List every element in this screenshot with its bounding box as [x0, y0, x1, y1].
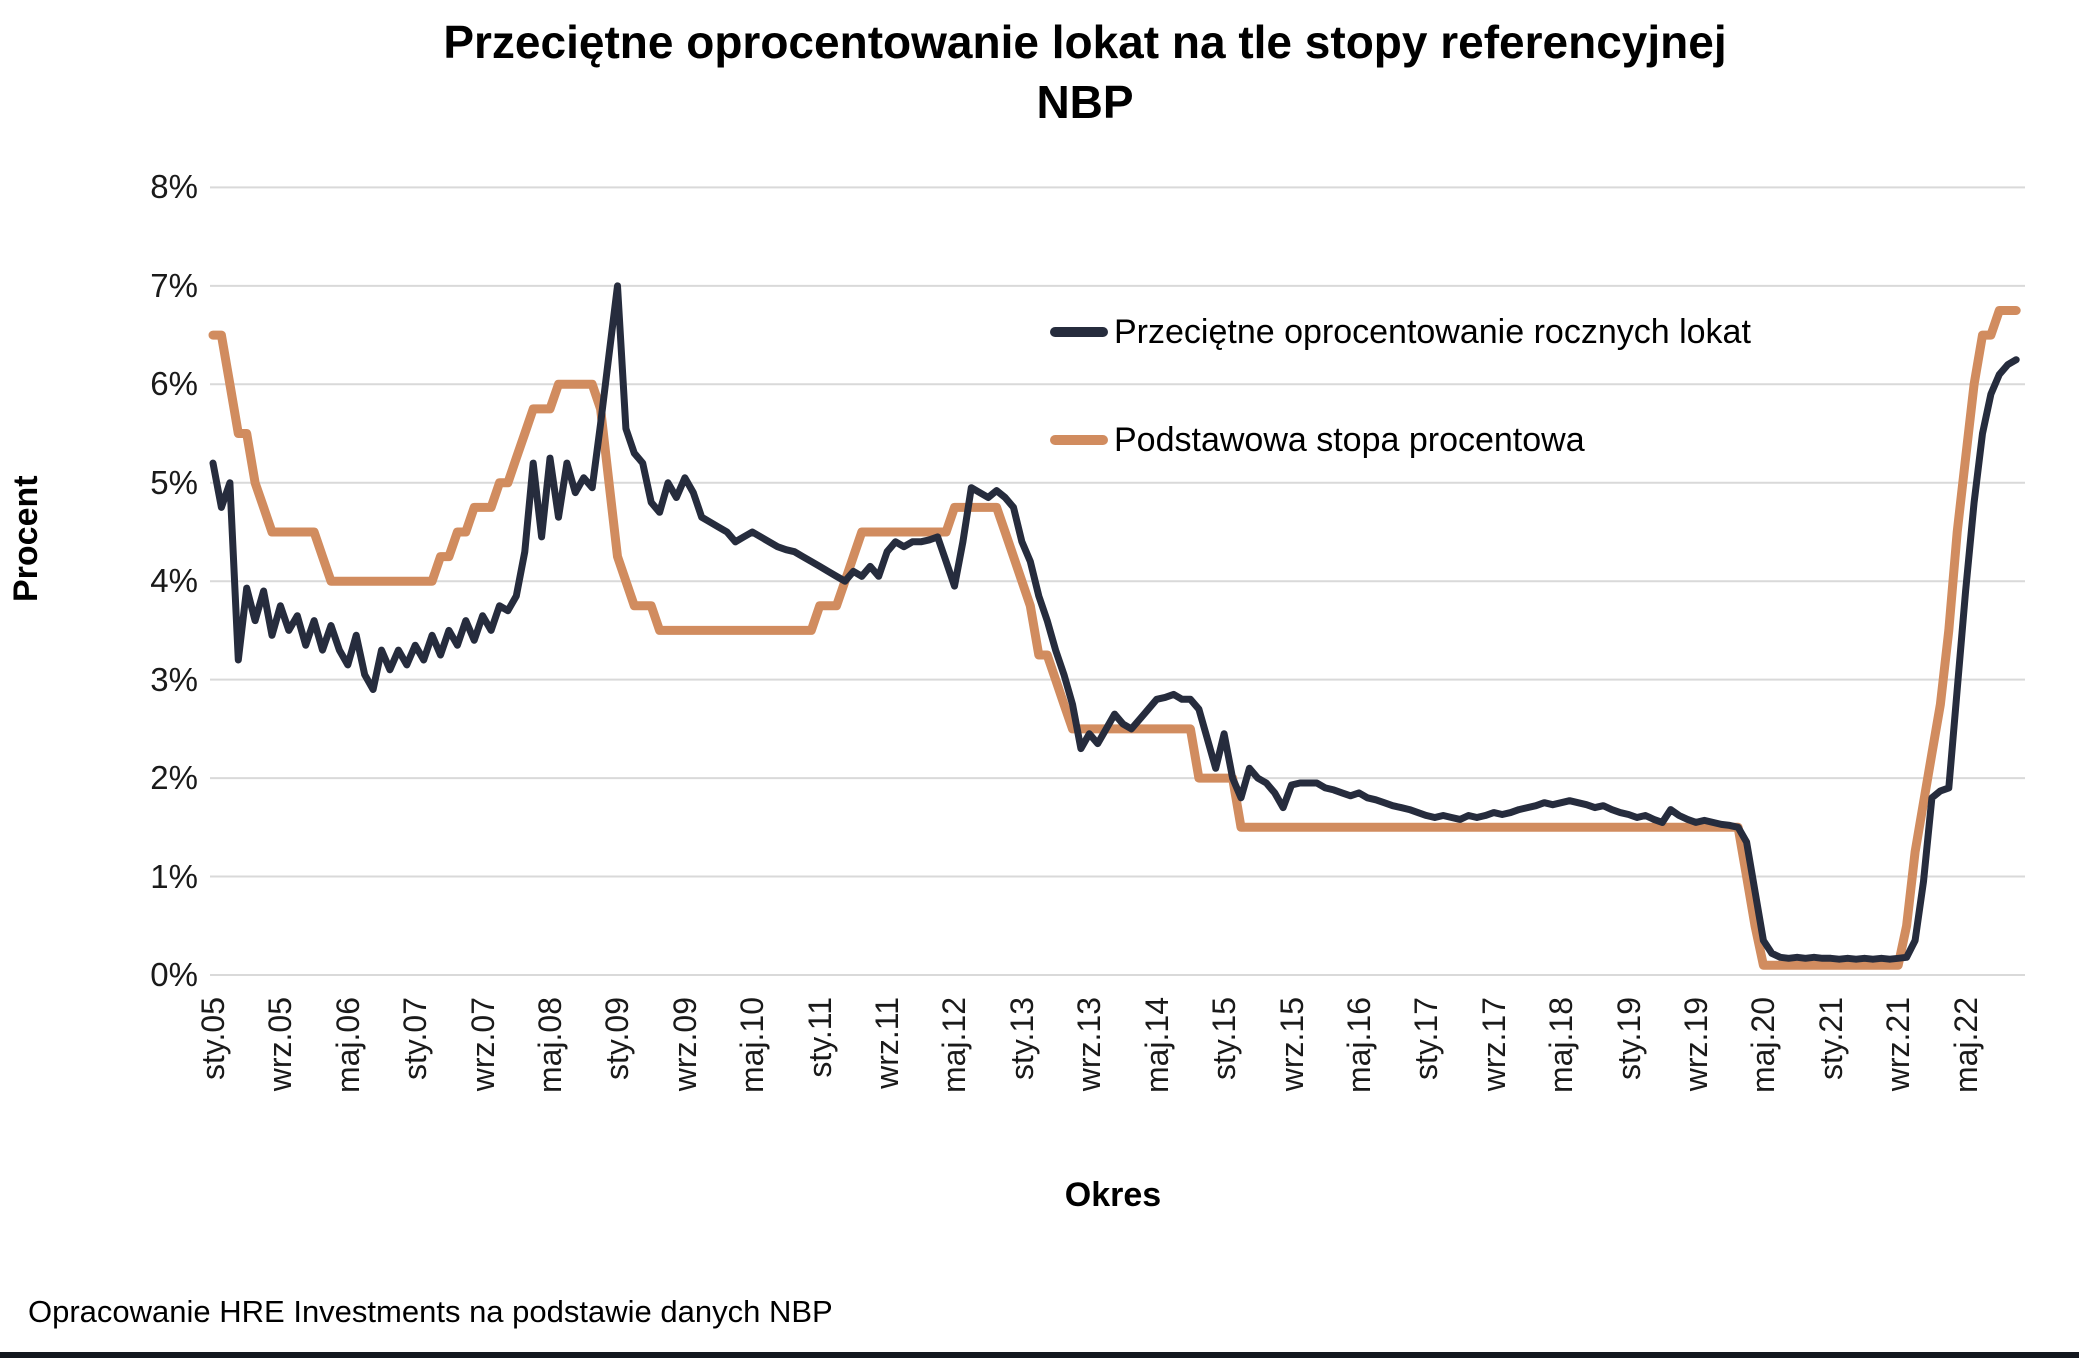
x-tick-sty.09: sty.09	[599, 997, 636, 1080]
reference-rate-line	[208, 306, 2021, 970]
x-tick-maj.12: maj.12	[936, 997, 973, 1094]
x-tick-wrz.15: wrz.15	[1273, 997, 1310, 1092]
x-tick-maj.10: maj.10	[734, 997, 771, 1094]
x-tick-maj.14: maj.14	[1138, 997, 1175, 1094]
bottom-divider	[0, 1352, 2079, 1358]
chart-title-line2: NBP	[1036, 76, 1134, 128]
x-tick-maj.20: maj.20	[1745, 997, 1782, 1094]
x-tick-sty.07: sty.07	[397, 997, 434, 1080]
legend-item-deposits: Przeciętne oprocentowanie rocznych lokat	[1050, 300, 1751, 364]
x-tick-maj.08: maj.08	[532, 997, 569, 1094]
legend-label-deposits: Przeciętne oprocentowanie rocznych lokat	[1114, 312, 1751, 351]
legend-item-reference-rate: Podstawowa stopa procentowa	[1050, 408, 1751, 472]
deposit-rate-line	[209, 282, 2020, 963]
reference-line-swatch	[1050, 435, 1108, 445]
x-tick-wrz.11: wrz.11	[869, 997, 906, 1089]
legend-label-reference-rate: Podstawowa stopa procentowa	[1114, 420, 1585, 459]
x-tick-sty.05: sty.05	[195, 997, 231, 1080]
y-tick-6%: 6%	[150, 365, 198, 403]
x-tick-sty.19: sty.19	[1610, 997, 1647, 1080]
x-tick-maj.16: maj.16	[1340, 997, 1377, 1094]
y-tick-7%: 7%	[150, 266, 198, 304]
deposit-line-swatch	[1050, 327, 1108, 337]
x-axis-title: Okres	[1064, 1176, 1162, 1214]
x-tick-wrz.17: wrz.17	[1475, 997, 1512, 1092]
x-tick-maj.22: maj.22	[1947, 997, 1984, 1094]
x-tick-sty.21: sty.21	[1812, 997, 1849, 1080]
y-tick-0%: 0%	[150, 956, 198, 993]
x-tick-wrz.19: wrz.19	[1677, 997, 1714, 1092]
x-tick-wrz.13: wrz.13	[1071, 997, 1108, 1092]
y-tick-5%: 5%	[150, 463, 198, 501]
chart-title: Przeciętne oprocentowanie lokat na tle s…	[95, 12, 2075, 132]
x-tick-wrz.05: wrz.05	[262, 997, 299, 1092]
y-tick-1%: 1%	[150, 857, 198, 895]
x-tick-maj.18: maj.18	[1543, 997, 1580, 1094]
x-tick-sty.17: sty.17	[1408, 997, 1445, 1080]
source-note: Opracowanie HRE Investments na podstawie…	[28, 1294, 833, 1329]
x-tick-sty.11: sty.11	[801, 997, 838, 1078]
y-tick-4%: 4%	[150, 562, 198, 600]
x-tick-sty.15: sty.15	[1206, 997, 1243, 1080]
x-tick-sty.13: sty.13	[1003, 997, 1040, 1080]
x-tick-wrz.21: wrz.21	[1880, 997, 1917, 1092]
chart-title-line1: Przeciętne oprocentowanie lokat na tle s…	[443, 16, 1727, 68]
x-tick-maj.06: maj.06	[329, 997, 366, 1094]
y-tick-8%: 8%	[150, 168, 198, 206]
x-tick-wrz.09: wrz.09	[666, 997, 703, 1092]
y-tick-3%: 3%	[150, 660, 198, 698]
legend: Przeciętne oprocentowanie rocznych lokat…	[1050, 300, 1751, 516]
y-tick-2%: 2%	[150, 759, 198, 797]
x-tick-wrz.07: wrz.07	[464, 997, 501, 1092]
